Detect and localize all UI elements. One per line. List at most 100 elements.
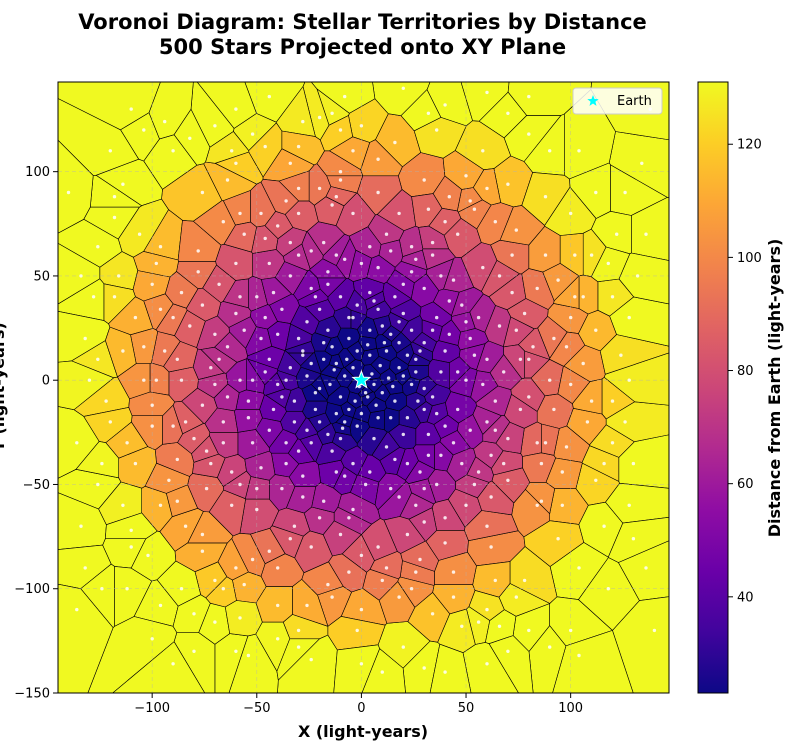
star-point	[255, 486, 259, 491]
star-point	[338, 532, 343, 537]
voronoi-cell	[607, 516, 669, 563]
star-point	[259, 211, 263, 216]
star-point	[288, 240, 292, 245]
star-point	[468, 199, 472, 203]
voronoi-cell	[361, 518, 398, 561]
x-axis-ticks: −100 −50 0 50 100	[134, 693, 583, 716]
star-point	[514, 328, 518, 332]
star-point	[418, 349, 422, 353]
star-point	[234, 261, 238, 266]
star-point	[238, 378, 242, 382]
star-point	[370, 372, 374, 376]
y-tick-label: 100	[25, 165, 50, 180]
star-point	[439, 453, 443, 457]
voronoi-cell	[197, 372, 229, 399]
voronoi-cell	[360, 391, 377, 407]
star-point	[506, 649, 510, 653]
star-point	[397, 366, 401, 370]
star-point	[188, 136, 192, 140]
voronoi-cell	[581, 445, 620, 482]
star-point	[376, 157, 380, 161]
voronoi-cell	[549, 331, 586, 367]
star-point	[535, 503, 539, 507]
x-tick-label: −50	[243, 701, 270, 716]
colorbar-tick-label: 60	[737, 477, 754, 492]
voronoi-cell	[112, 641, 206, 693]
star-point	[401, 86, 405, 91]
star-point	[506, 478, 510, 482]
voronoi-cell	[557, 365, 591, 404]
star-point	[104, 399, 108, 403]
star-point	[439, 370, 443, 374]
star-point	[242, 232, 246, 236]
star-point	[234, 107, 238, 111]
star-point	[606, 261, 610, 266]
star-point	[527, 94, 531, 99]
star-point	[96, 245, 100, 249]
y-tick-label: 0	[42, 374, 50, 389]
star-point	[414, 257, 418, 261]
voronoi-cell	[460, 242, 498, 292]
star-point	[150, 637, 154, 641]
star-point	[439, 274, 443, 278]
star-point	[389, 486, 393, 491]
star-point	[382, 341, 387, 345]
voronoi-cell	[395, 343, 415, 365]
star-point	[619, 353, 623, 357]
star-point	[328, 382, 332, 387]
star-point	[137, 232, 142, 236]
voronoi-cell	[612, 596, 669, 693]
voronoi-cell	[325, 186, 358, 207]
voronoi-cell	[434, 441, 454, 472]
star-point	[351, 315, 355, 320]
star-point	[305, 320, 309, 324]
star-point	[255, 295, 259, 299]
star-point	[368, 245, 372, 249]
star-point	[221, 220, 225, 224]
star-point	[389, 416, 393, 420]
star-point	[334, 195, 338, 199]
star-point	[430, 240, 435, 245]
star-point	[330, 449, 334, 453]
y-axis-ticks: −150 −100 −50 0 50 100	[14, 165, 58, 702]
star-point	[573, 295, 577, 299]
voronoi-cell	[356, 175, 403, 216]
star-point	[288, 537, 292, 541]
star-point	[234, 566, 238, 570]
star-point	[296, 186, 301, 191]
star-point	[569, 628, 573, 633]
star-point	[75, 441, 79, 445]
star-point	[330, 595, 334, 599]
star-point	[426, 111, 431, 116]
star-point	[401, 374, 405, 378]
star-point	[334, 253, 338, 257]
star-point	[284, 441, 288, 445]
voronoi-cell	[288, 460, 321, 487]
star-point	[564, 345, 569, 349]
star-point	[378, 363, 382, 368]
star-point	[560, 470, 564, 474]
star-point	[292, 420, 297, 424]
grid-lines	[58, 82, 669, 693]
voronoi-cell	[172, 594, 211, 633]
star-point	[422, 386, 426, 391]
star-point	[188, 324, 192, 328]
star-point	[418, 557, 422, 562]
star-point	[309, 249, 313, 253]
star-point	[556, 537, 560, 541]
star-point	[589, 399, 594, 403]
voronoi-cell	[58, 406, 100, 479]
voronoi-cell	[294, 530, 333, 574]
star-point	[234, 311, 238, 316]
star-point	[393, 295, 397, 299]
star-point	[435, 411, 439, 416]
star-point	[548, 378, 552, 382]
star-point	[175, 357, 179, 361]
star-point	[179, 378, 184, 382]
star-points	[66, 86, 657, 674]
y-axis-label: Y (light-years)	[0, 322, 8, 452]
star-point	[355, 424, 359, 428]
star-point	[422, 286, 426, 291]
star-point	[472, 207, 477, 211]
star-point	[543, 253, 548, 257]
